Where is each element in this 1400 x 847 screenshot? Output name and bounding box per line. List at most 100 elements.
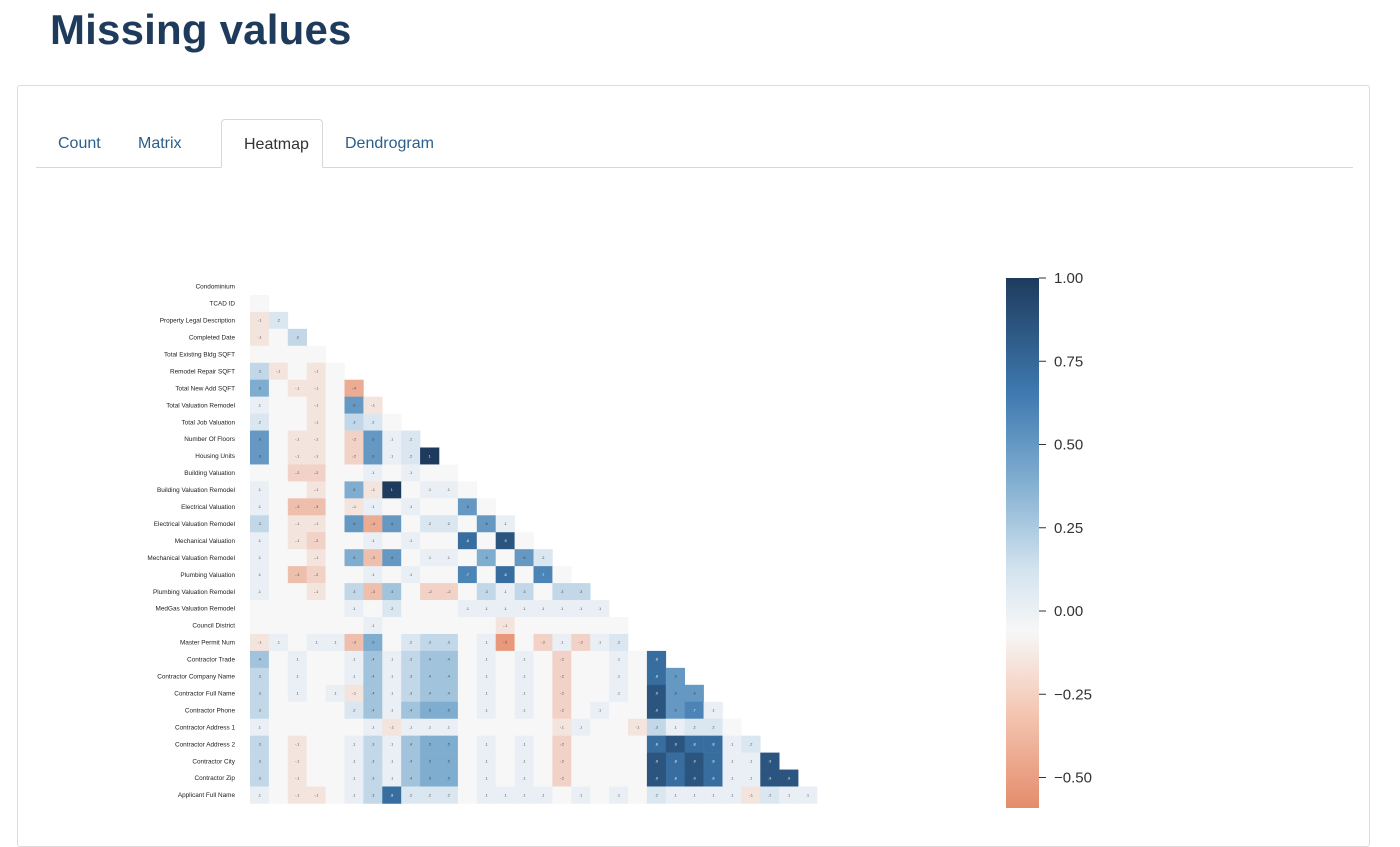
cell-value-label: .1 [352, 675, 355, 679]
heatmap-cell [268, 617, 289, 635]
cell-value-label: -.1 [352, 505, 356, 509]
heatmap-cell [363, 532, 383, 550]
heatmap-cell [476, 769, 496, 787]
heatmap-cell [552, 786, 572, 804]
cell-value-label: -.1 [295, 759, 299, 763]
heatmap-cell [325, 498, 345, 516]
heatmap-cell [325, 379, 345, 397]
heatmap-cell [457, 617, 478, 635]
cell-value-label: .6 [390, 556, 393, 560]
heatmap-cell [571, 752, 591, 770]
cell-value-label: .2 [712, 725, 715, 729]
cell-value-label: -.1 [371, 488, 375, 492]
row-label: Number Of Floors [184, 436, 235, 443]
page-title: Missing values [50, 6, 352, 53]
heatmap-cell [628, 667, 648, 686]
heatmap-cell [571, 701, 591, 719]
cell-value-label: .2 [693, 725, 696, 729]
cell-value-label: .1 [258, 488, 261, 492]
cell-value-label: .1 [693, 793, 696, 797]
heatmap-cell [439, 566, 459, 584]
cell-value-label: .1 [447, 488, 450, 492]
cell-value-label: .1 [371, 471, 374, 475]
cell-value-label: .1 [428, 725, 431, 729]
heatmap-cell [250, 566, 270, 584]
heatmap-cell [609, 769, 629, 787]
heatmap-cell [420, 532, 440, 550]
heatmap-cell [495, 735, 515, 753]
cell-value-label: .4 [447, 658, 450, 662]
heatmap-cell [382, 650, 402, 669]
heatmap-cell [401, 701, 421, 719]
heatmap-cell [476, 498, 496, 516]
tab-heatmap[interactable]: Heatmap [221, 119, 323, 168]
tab-dendrogram[interactable]: Dendrogram [345, 135, 434, 152]
cell-value-label: .1 [485, 793, 488, 797]
heatmap-cell [495, 650, 515, 669]
heatmap-cell [476, 735, 496, 753]
cell-value-label: .7 [466, 573, 469, 577]
cell-value-label: .6 [466, 505, 469, 509]
cell-value-label: .2 [409, 437, 412, 441]
cell-value-label: -.1 [635, 725, 639, 729]
heatmap-cell [628, 701, 648, 719]
cell-value-label: .5 [258, 386, 261, 390]
heatmap-cell [590, 667, 610, 686]
cell-value-label: .1 [428, 556, 431, 560]
cell-value-label: .8 [712, 759, 715, 763]
heatmap-cell [495, 532, 515, 550]
heatmap-cell [457, 786, 478, 804]
heatmap-cell [363, 413, 383, 431]
cell-value-label: -.4 [371, 522, 375, 526]
cell-value-label: .8 [655, 675, 658, 679]
heatmap-cell [363, 701, 383, 719]
cell-value-label: -.1 [314, 370, 318, 374]
cell-value-label: .2 [409, 454, 412, 458]
cell-value-label: -.2 [560, 709, 564, 713]
heatmap-cell [722, 752, 742, 770]
heatmap-cell [457, 566, 478, 584]
heatmap-cell [344, 752, 364, 770]
heatmap-cell [401, 430, 421, 448]
heatmap-cell [268, 515, 289, 533]
heatmap-cell [268, 769, 289, 787]
heatmap-cell [363, 735, 383, 753]
row-label: Electrical Valuation [181, 504, 235, 511]
cell-value-label: .1 [617, 692, 620, 696]
cell-value-label: .3 [447, 641, 450, 645]
heatmap-cell [401, 667, 421, 686]
heatmap-cell [363, 566, 383, 584]
heatmap-cell [325, 600, 345, 618]
heatmap-cell [457, 515, 478, 533]
heatmap-cell [287, 667, 307, 686]
cell-value-label: .1 [541, 607, 544, 611]
cell-value-label: .1 [277, 641, 280, 645]
heatmap-cell [495, 600, 515, 618]
heatmap-cell [306, 735, 326, 753]
heatmap-cell [401, 481, 421, 499]
tab-count[interactable]: Count [58, 135, 101, 152]
cell-value-label: .9 [655, 776, 658, 780]
heatmap-cell [306, 464, 326, 482]
row-label: Mechanical Valuation Remodel [147, 555, 235, 562]
cell-value-label: -.1 [257, 641, 261, 645]
heatmap-cell [665, 752, 685, 770]
heatmap-cell [590, 701, 610, 719]
heatmap-cell [552, 566, 572, 584]
heatmap-cell [363, 786, 383, 804]
heatmap-cell [590, 684, 610, 703]
heatmap-cell [287, 617, 307, 635]
tab-matrix[interactable]: Matrix [138, 135, 182, 152]
heatmap-cell [382, 583, 402, 601]
heatmap-cell [250, 379, 270, 397]
heatmap-cell [382, 769, 402, 787]
heatmap-cell [268, 735, 289, 753]
heatmap-cell [457, 735, 478, 753]
heatmap-cell [439, 735, 459, 753]
heatmap-cell [514, 684, 534, 703]
row-label: Housing Units [195, 453, 235, 460]
heatmap-cell [495, 752, 515, 770]
heatmap-cell [760, 769, 780, 787]
cell-value-label: .1 [390, 692, 393, 696]
